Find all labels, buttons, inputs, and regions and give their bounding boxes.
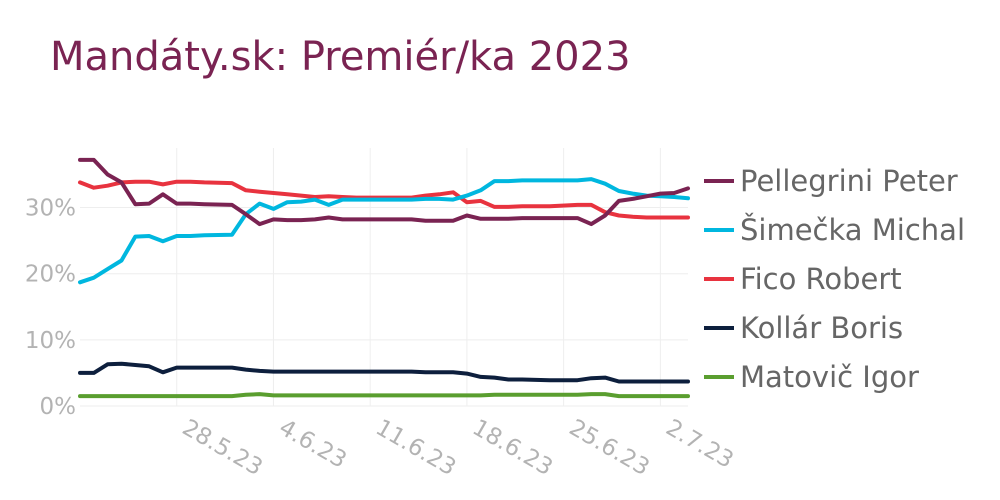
legend-label: Kollár Boris xyxy=(740,311,903,345)
grid-lines xyxy=(80,148,688,407)
legend-label: Šimečka Michal xyxy=(740,213,965,247)
y-tick-label: 0% xyxy=(40,394,77,420)
x-tick-label: 25.6.23 xyxy=(565,415,654,481)
x-tick-label: 11.6.23 xyxy=(371,415,460,481)
series-line-1 xyxy=(78,157,690,227)
legend-label: Matovič Igor xyxy=(740,360,919,394)
x-tick-label: 4.6.23 xyxy=(274,415,350,474)
x-tick-label: 18.6.23 xyxy=(468,415,557,481)
series-line-2 xyxy=(78,177,690,285)
y-tick-label: 20% xyxy=(25,262,76,288)
legend-item[interactable]: Matovič Igor xyxy=(704,360,919,394)
y-tick-label: 30% xyxy=(25,196,76,222)
y-tick-label: 10% xyxy=(25,328,76,354)
legend[interactable]: Pellegrini Peter Šimečka Michal Fico Rober… xyxy=(704,164,965,394)
series-line-5 xyxy=(78,392,690,399)
legend-label: Fico Robert xyxy=(740,262,902,296)
x-tick-label: 28.5.23 xyxy=(178,415,267,481)
x-tick-label: 2.7.23 xyxy=(661,415,737,474)
legend-label: Pellegrini Peter xyxy=(740,164,958,198)
y-axis: 0% 10% 20% 30% xyxy=(25,196,76,420)
legend-item[interactable]: Šimečka Michal xyxy=(704,213,965,247)
legend-item[interactable]: Pellegrini Peter xyxy=(704,164,958,198)
legend-item[interactable]: Kollár Boris xyxy=(704,311,903,345)
series-lines xyxy=(78,157,690,399)
legend-item[interactable]: Fico Robert xyxy=(704,262,902,296)
chart-title: Mandáty.sk: Premiér/ka 2023 xyxy=(50,34,631,80)
x-axis: 28.5.23 4.6.23 11.6.23 18.6.23 25.6.23 2.7.23 xyxy=(178,415,738,481)
series-line-4 xyxy=(78,361,690,384)
